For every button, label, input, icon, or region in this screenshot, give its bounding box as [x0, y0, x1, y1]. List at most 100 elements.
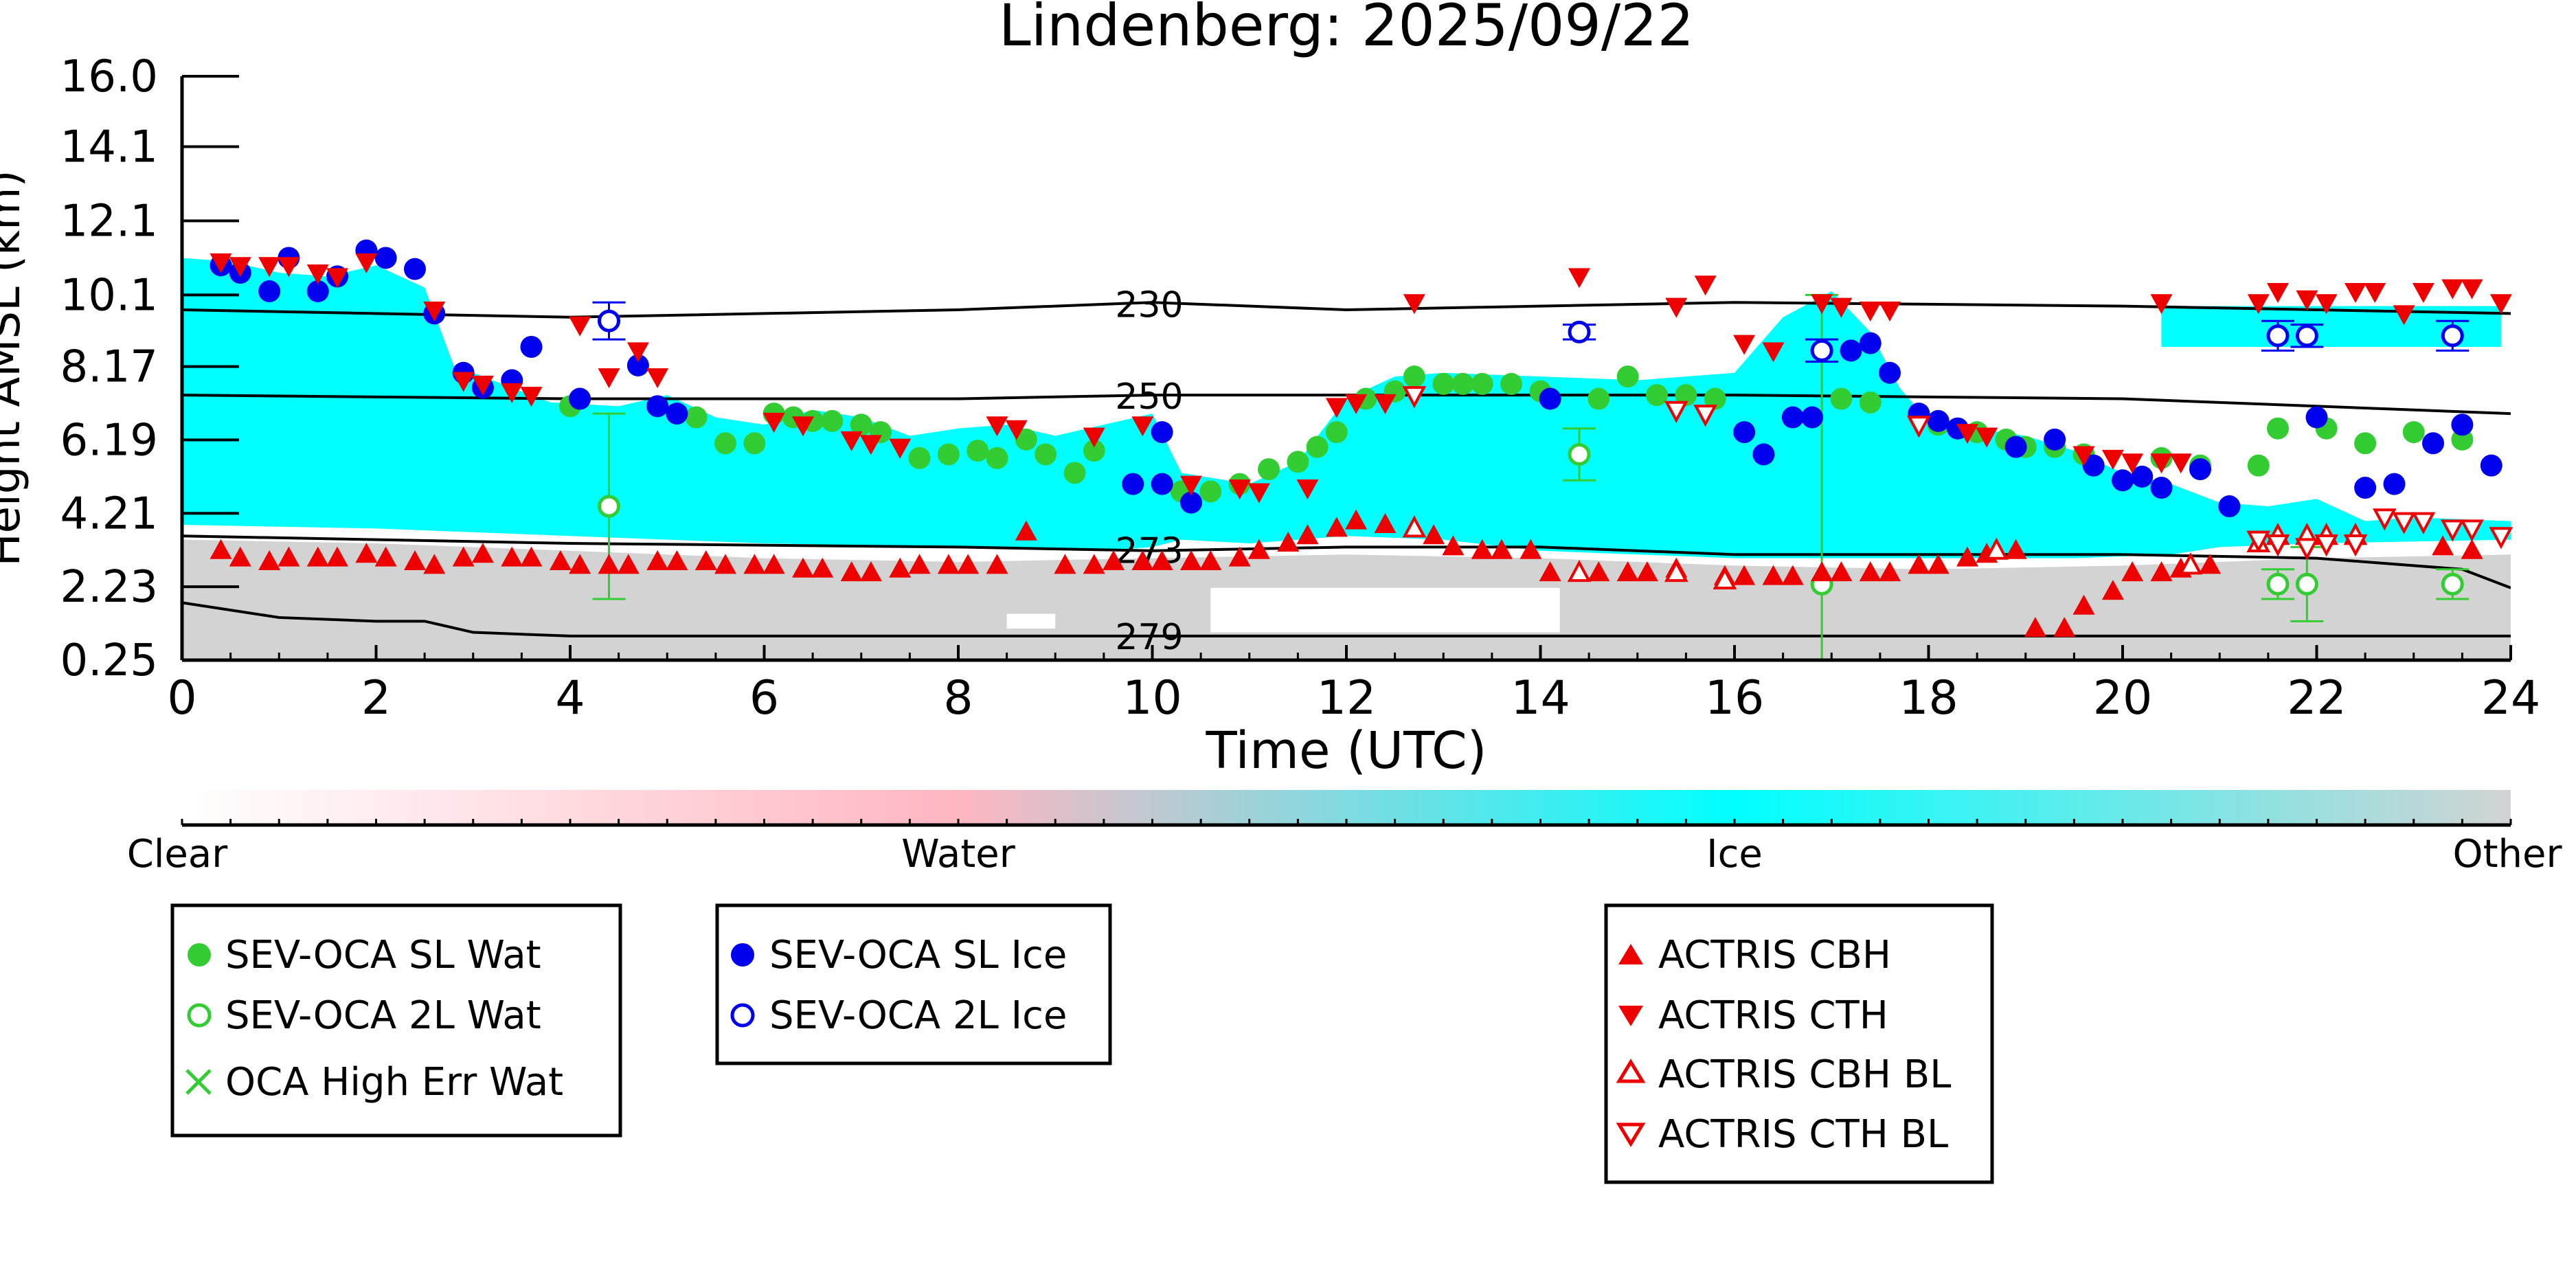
marker-actris-cbh: [423, 554, 446, 574]
y-tick-label: 10.1: [60, 270, 159, 321]
marker-actris-cth: [1568, 268, 1590, 289]
colorbar-label-clear: Clear: [127, 832, 228, 877]
marker-actris-cth: [2247, 294, 2270, 315]
marker-actris-cth: [1733, 335, 1756, 355]
marker-actris-cth: [598, 368, 620, 389]
marker-sev-oca-sl-wat: [1859, 391, 1882, 414]
marker-actris-cbh: [1015, 520, 1037, 541]
marker-actris-cbh: [1325, 517, 1348, 537]
marker-sev-oca-sl-wat: [2247, 454, 2270, 477]
marker-sev-oca-sl-ice: [1122, 473, 1144, 495]
legend-marker-x: [185, 1069, 212, 1095]
isotherm-273: [182, 534, 2511, 589]
isotherm-label: 230: [1115, 284, 1183, 326]
marker-actris-cth: [1345, 394, 1368, 414]
legend-label: SEV-OCA SL Ice: [769, 933, 1067, 978]
marker-actris-cth: [452, 372, 475, 392]
marker-actris-cth: [2461, 279, 2483, 300]
marker-actris-cbh: [1956, 546, 1978, 567]
isotherm-230: [182, 301, 2511, 319]
marker-actris-cbh: [1636, 561, 1658, 582]
marker-actris-cth: [1325, 398, 1348, 418]
marker-actris-cbh: [986, 554, 1008, 574]
marker-actris-cth: [626, 342, 649, 363]
x-tick-label: 6: [749, 671, 779, 725]
data-markers: [210, 239, 2513, 662]
isotherm-250: [182, 394, 2511, 416]
marker-actris-cth-bl: [2392, 512, 2416, 534]
x-tick-label: 14: [1511, 671, 1570, 725]
marker-actris-cth: [2345, 283, 2366, 304]
marker-actris-cth: [1976, 427, 1998, 448]
x-tick-label: 20: [2093, 671, 2153, 725]
marker-actris-cbh: [2101, 580, 2124, 600]
marker-actris-cth: [2489, 294, 2512, 315]
marker-actris-cth: [258, 257, 281, 278]
marker-sev-oca-sl-wat: [1704, 387, 1726, 410]
marker-actris-cth: [423, 302, 446, 321]
legend-actris: ACTRIS CBH ACTRIS CTH ACTRIS CBH BL ACTR…: [1604, 903, 1994, 1184]
marker-actris-cbh: [743, 554, 766, 574]
marker-actris-cbh-bl: [2178, 552, 2203, 575]
marker-actris-cbh: [1539, 561, 1561, 582]
marker-actris-cth: [2393, 305, 2415, 326]
legend-entry-sev-oca-2l-ice: SEV-OCA 2L Ice: [730, 993, 1067, 1038]
x-tick-label: 12: [1317, 671, 1377, 725]
marker-sev-oca-sl-wat: [967, 440, 989, 462]
marker-actris-cbh: [762, 554, 785, 574]
legend-label: OCA High Err Wat: [225, 1060, 563, 1105]
marker-sev-oca-2l-wat: [2441, 572, 2464, 596]
legend-entry-actris-cbh-bl: ACTRIS CBH BL: [1616, 1052, 1951, 1097]
marker-actris-cth: [1665, 297, 1688, 318]
marker-sev-oca-sl-ice: [569, 387, 591, 410]
legend-entry-actris-cth-bl: ACTRIS CTH BL: [1616, 1112, 1948, 1157]
marker-actris-cbh: [520, 546, 543, 567]
colorbar-gradient: [182, 790, 2511, 824]
x-tick-label: 18: [1899, 671, 1958, 725]
x-tick-label: 16: [1705, 671, 1765, 725]
marker-sev-oca-sl-ice: [1927, 409, 1950, 432]
marker-actris-cbh: [210, 539, 232, 559]
marker-actris-cbh: [501, 546, 523, 567]
marker-actris-cbh: [1423, 524, 1445, 545]
marker-sev-oca-sl-ice: [646, 395, 669, 418]
marker-actris-cth: [2296, 290, 2318, 310]
marker-sev-oca-sl-wat: [1830, 387, 1853, 410]
marker-actris-cth: [278, 257, 300, 278]
marker-sev-oca-2l-ice: [2295, 324, 2318, 348]
legend-entry-sev-oca-sl-wat: SEV-OCA SL Wat: [188, 933, 541, 978]
x-tick-label: 4: [555, 671, 585, 725]
marker-sev-oca-sl-wat: [908, 447, 931, 469]
marker-actris-cbh: [1859, 561, 1882, 582]
marker-actris-cth: [840, 431, 863, 451]
marker-actris-cth: [2150, 453, 2173, 474]
marker-actris-cbh: [1296, 524, 1319, 545]
marker-actris-cbh: [1151, 550, 1173, 570]
marker-actris-cbh: [859, 561, 882, 582]
x-tick-label: 8: [943, 671, 973, 725]
marker-sev-oca-2l-ice: [2266, 324, 2290, 348]
marker-actris-cth: [471, 375, 494, 396]
marker-sev-oca-sl-ice: [306, 280, 329, 303]
marker-actris-cbh: [840, 561, 863, 582]
y-tick-label: 16.0: [60, 52, 159, 102]
isotherm-279: [182, 601, 2511, 637]
marker-sev-oca-sl-ice: [2189, 458, 2211, 481]
marker-actris-cbh: [1199, 550, 1222, 570]
marker-actris-cth-bl: [2246, 530, 2271, 553]
marker-actris-cbh: [666, 550, 688, 570]
marker-actris-cbh: [1277, 532, 1300, 552]
marker-sev-oca-sl-ice: [2218, 495, 2241, 518]
x-axis-label: Time (UTC): [1205, 721, 1487, 780]
marker-actris-cth-bl: [2460, 519, 2484, 542]
marker-sev-oca-sl-wat: [986, 447, 1008, 469]
clear-gap: [1006, 613, 1056, 629]
marker-actris-cbh: [1588, 561, 1610, 582]
marker-sev-oca-sl-wat: [821, 409, 844, 432]
clear-gap: [1210, 587, 1560, 633]
marker-sev-oca-2l-ice: [1568, 320, 1591, 343]
marker-sev-oca-sl-wat: [1083, 440, 1105, 462]
marker-sev-oca-sl-ice: [1151, 473, 1173, 495]
marker-actris-cth: [1083, 427, 1105, 448]
